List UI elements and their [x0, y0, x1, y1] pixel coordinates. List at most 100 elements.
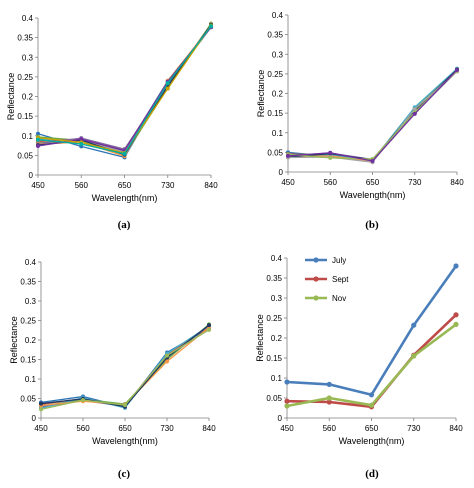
y-tick-label: 0.3 [271, 294, 283, 303]
series-line-12 [36, 24, 213, 156]
panel-label: (a) [118, 219, 131, 231]
x-axis-title: Wavelength(nm) [92, 436, 158, 446]
x-tick-label: 730 [408, 178, 422, 187]
y-tick-label: 0.1 [271, 374, 283, 383]
y-tick-label: 0.35 [266, 274, 282, 283]
y-tick-label: 0.2 [22, 93, 34, 102]
y-tick-label: 0.05 [20, 395, 36, 404]
series-nov [284, 321, 459, 409]
legend-marker [313, 276, 319, 282]
y-tick-label: 0.35 [267, 31, 283, 40]
y-tick-label: 0.25 [267, 70, 283, 79]
data-point [328, 150, 333, 155]
chart-panel: 0 0.05 0.1 0.15 0.2 0.25 0.3 0.35 0.4 450 560 650 73… [255, 254, 463, 480]
x-tick-label: 840 [449, 424, 463, 433]
data-point [79, 141, 84, 146]
chart-panel: 0 0.05 0.1 0.15 0.2 0.25 0.3 0.35 0.4 450 560 650 73… [256, 11, 464, 231]
chart-panel: 0 0.05 0.1 0.15 0.2 0.25 0.3 0.35 0.4 450 560 650 73… [9, 258, 216, 480]
y-axis-title: Reflectance [9, 316, 19, 364]
x-axis-title: Wavelength(nm) [92, 193, 158, 203]
x-tick-label: 560 [75, 181, 89, 190]
y-axis-title: Reflectance [6, 73, 16, 121]
panel-label: (c) [118, 468, 131, 480]
data-point [326, 395, 332, 401]
legend-label: July [332, 256, 346, 265]
y-tick-label: 0.4 [25, 258, 37, 267]
y-tick-label: 0 [279, 168, 284, 177]
y-tick-label: 0.3 [25, 297, 37, 306]
y-tick-label: 0 [32, 414, 37, 423]
y-tick-label: 0.1 [22, 132, 34, 141]
data-point [368, 402, 375, 408]
x-tick-label: 450 [280, 424, 294, 433]
x-tick-label: 450 [31, 181, 45, 190]
x-axis-title: Wavelength(nm) [340, 190, 406, 200]
data-point [326, 381, 332, 387]
data-point [207, 327, 211, 332]
y-tick-label: 0.35 [20, 278, 36, 287]
y-tick-label: 0.2 [271, 334, 283, 343]
y-tick-label: 0.05 [17, 151, 33, 160]
chart-panel: 0 0.05 0.1 0.15 0.2 0.25 0.3 0.35 0.4 450 560 650 73… [6, 14, 218, 231]
y-tick-label: 0.15 [20, 356, 36, 365]
legend: July Sept Nov [305, 256, 349, 303]
data-point [165, 353, 169, 358]
y-tick-label: 0.15 [17, 112, 33, 121]
legend-label: Sept [332, 275, 349, 284]
y-tick-label: 0.35 [17, 34, 33, 43]
x-tick-label: 650 [366, 178, 380, 187]
data-point [455, 67, 459, 72]
y-tick-label: 0.4 [272, 11, 284, 20]
data-point [411, 322, 417, 328]
data-point [328, 155, 333, 160]
data-point [453, 321, 459, 327]
data-point [209, 24, 213, 29]
data-point [370, 159, 375, 164]
series-line-10 [286, 67, 459, 164]
data-point [122, 151, 127, 156]
panel-label: (b) [365, 219, 379, 231]
data-point [36, 131, 40, 136]
data-point [284, 379, 290, 385]
y-tick-label: 0 [29, 171, 34, 180]
y-axis-title: Reflectance [256, 70, 266, 118]
x-tick-label: 450 [281, 178, 295, 187]
legend-marker [313, 295, 319, 301]
data-point [453, 312, 459, 318]
data-point [36, 143, 40, 148]
x-tick-label: 560 [324, 178, 338, 187]
data-point [207, 323, 211, 328]
x-tick-label: 650 [118, 424, 132, 433]
x-tick-label: 650 [118, 181, 132, 190]
series-july [284, 263, 459, 398]
x-tick-label: 840 [450, 178, 464, 187]
y-tick-label: 0.1 [272, 129, 284, 138]
y-tick-label: 0.3 [22, 53, 34, 62]
y-tick-label: 0.2 [272, 90, 284, 99]
y-tick-label: 0.05 [267, 148, 283, 157]
data-point [165, 86, 170, 91]
data-point [453, 263, 459, 269]
x-tick-label: 840 [204, 181, 218, 190]
panel-label: (d) [365, 468, 379, 480]
data-point [412, 111, 417, 116]
y-tick-label: 0.25 [20, 317, 36, 326]
y-tick-label: 0.15 [266, 354, 282, 363]
y-tick-label: 0 [278, 414, 283, 423]
y-tick-label: 0.15 [267, 109, 283, 118]
y-tick-label: 0.2 [25, 336, 37, 345]
y-tick-label: 0.4 [271, 254, 283, 263]
data-point [412, 107, 417, 112]
data-point [81, 398, 85, 403]
x-tick-label: 450 [34, 424, 48, 433]
x-tick-label: 560 [323, 424, 337, 433]
y-tick-label: 0.25 [266, 314, 282, 323]
data-point [368, 392, 375, 398]
y-tick-label: 0.3 [272, 50, 284, 59]
data-point [36, 137, 40, 142]
y-tick-label: 0.25 [17, 73, 33, 82]
y-tick-label: 0.4 [22, 14, 34, 23]
data-point [284, 403, 290, 409]
